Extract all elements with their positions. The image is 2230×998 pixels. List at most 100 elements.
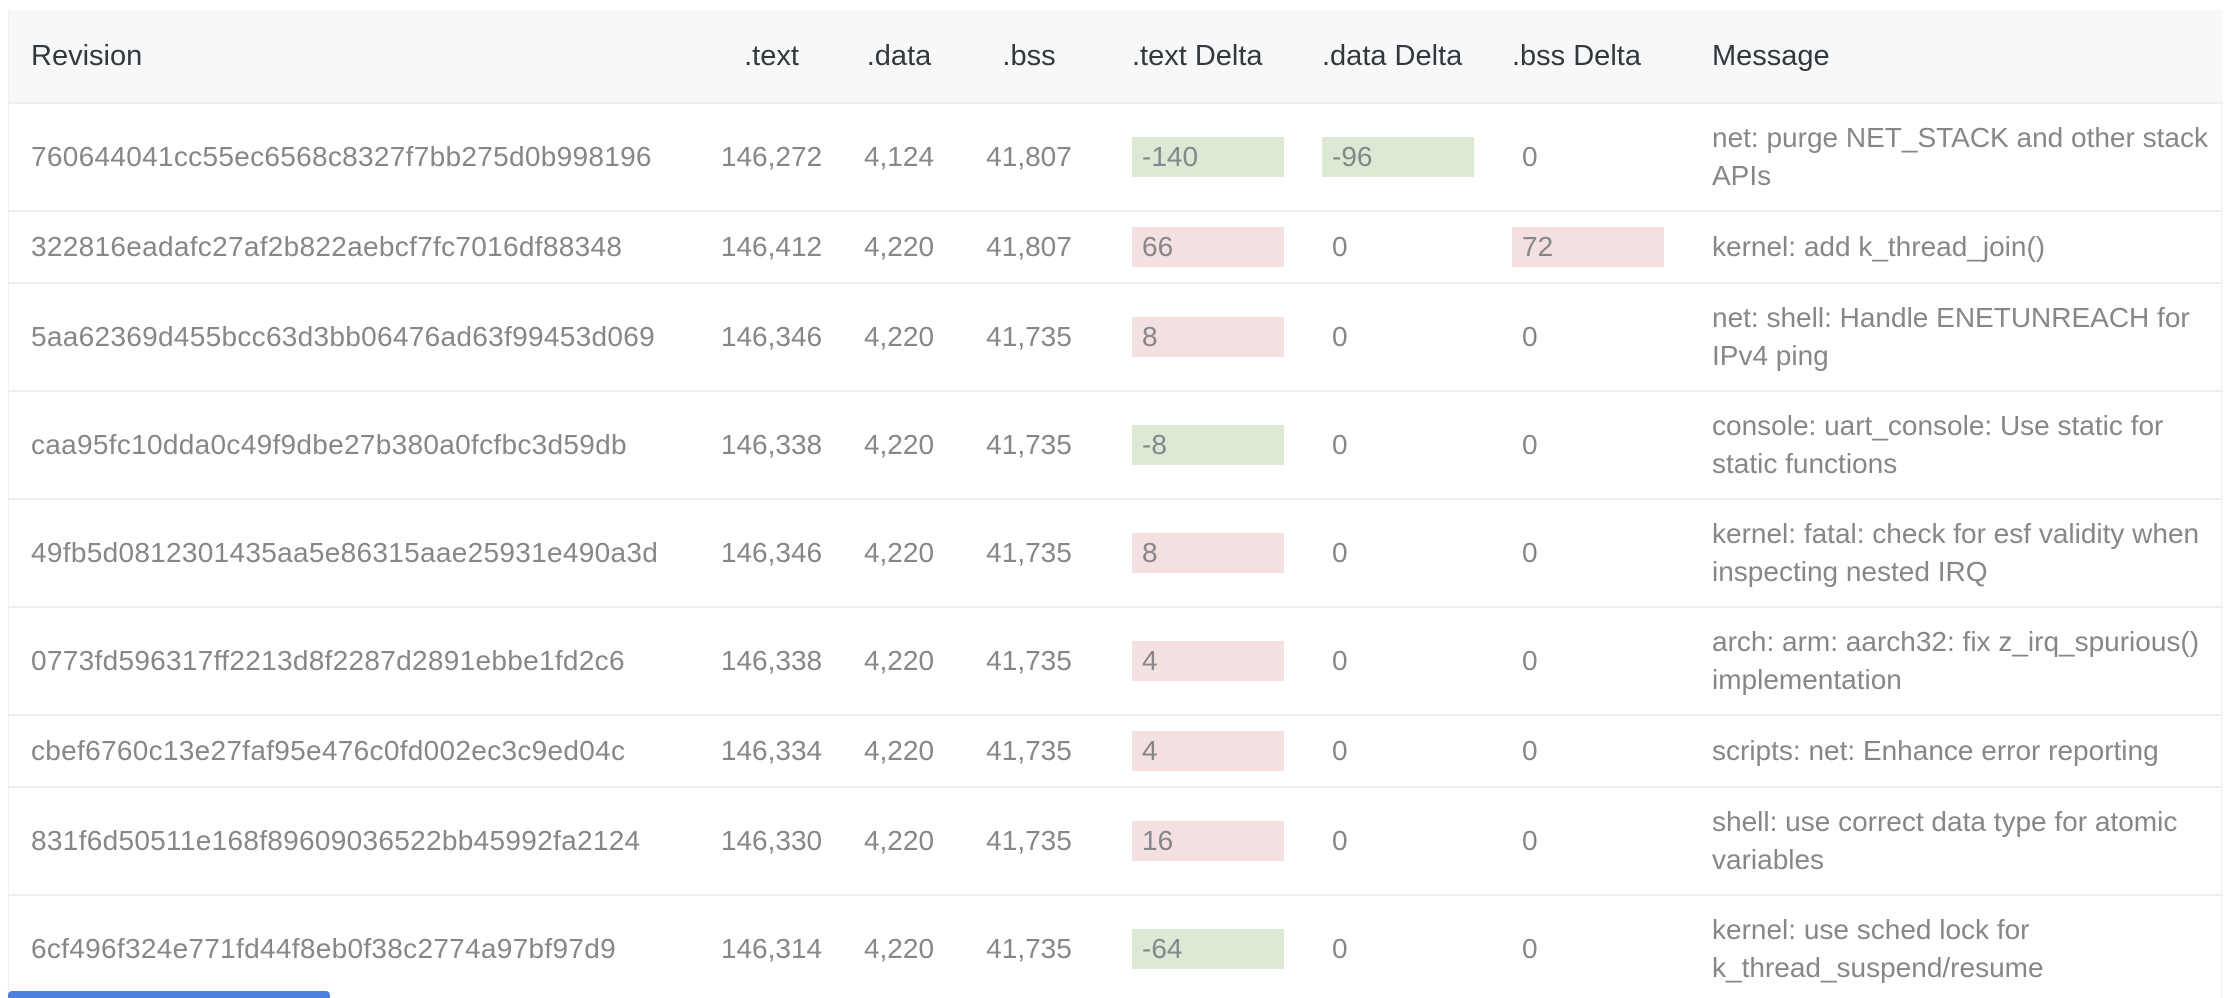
revision-cell: 0773fd596317ff2213d8f2287d2891ebbe1fd2c6 — [9, 606, 709, 715]
data-delta-cell: 0 — [1284, 606, 1474, 715]
delta-zero-value: 0 — [1332, 537, 1348, 568]
bss-delta-cell: 72 — [1474, 210, 1664, 283]
table-header-row: Revision .text .data .bss .text Delta .d… — [9, 10, 2223, 103]
revision-cell: 5aa62369d455bcc63d3bb06476ad63f99453d069 — [9, 282, 709, 391]
text-size-cell: 146,338 — [709, 390, 834, 499]
data-size-cell: 4,220 — [834, 210, 964, 283]
column-header-text-delta: .text Delta — [1094, 10, 1284, 103]
text-size-cell: 146,334 — [709, 714, 834, 787]
message-cell: net: shell: Handle ENETUNREACH for IPv4 … — [1664, 282, 2223, 391]
data-size-cell: 4,124 — [834, 102, 964, 211]
table-row: 322816eadafc27af2b822aebcf7fc7016df88348… — [9, 210, 2223, 283]
delta-zero-value: 0 — [1332, 825, 1348, 856]
delta-increase-badge: 66 — [1132, 227, 1284, 267]
text-delta-cell: -8 — [1094, 390, 1284, 499]
bss-size-cell: 41,735 — [964, 786, 1094, 895]
message-cell: scripts: net: Enhance error reporting — [1664, 714, 2223, 787]
data-size-cell: 4,220 — [834, 714, 964, 787]
bss-delta-cell: 0 — [1474, 714, 1664, 787]
delta-zero-value: 0 — [1522, 645, 1538, 676]
column-header-bss-delta: .bss Delta — [1474, 10, 1664, 103]
data-size-cell: 4,220 — [834, 498, 964, 607]
bss-size-cell: 41,735 — [964, 498, 1094, 607]
bss-delta-cell: 0 — [1474, 390, 1664, 499]
delta-increase-badge: 4 — [1132, 641, 1284, 681]
text-size-cell: 146,272 — [709, 102, 834, 211]
delta-zero-value: 0 — [1332, 231, 1348, 262]
column-header-bss: .bss — [964, 10, 1094, 103]
bss-size-cell: 41,807 — [964, 210, 1094, 283]
bss-delta-cell: 0 — [1474, 894, 1664, 998]
bss-delta-cell: 0 — [1474, 498, 1664, 607]
message-cell: kernel: fatal: check for esf validity wh… — [1664, 498, 2223, 607]
text-size-cell: 146,330 — [709, 786, 834, 895]
delta-increase-badge: 8 — [1132, 533, 1284, 573]
data-delta-cell: 0 — [1284, 498, 1474, 607]
bss-size-cell: 41,735 — [964, 606, 1094, 715]
bss-delta-cell: 0 — [1474, 786, 1664, 895]
data-delta-cell: 0 — [1284, 282, 1474, 391]
revision-cell: 49fb5d0812301435aa5e86315aae25931e490a3d — [9, 498, 709, 607]
data-delta-cell: -96 — [1284, 102, 1474, 211]
text-delta-cell: 16 — [1094, 786, 1284, 895]
column-header-revision: Revision — [9, 10, 709, 103]
column-header-text: .text — [709, 10, 834, 103]
table-row: 831f6d50511e168f89609036522bb45992fa2124… — [9, 786, 2223, 895]
data-delta-cell: 0 — [1284, 714, 1474, 787]
revision-cell: 322816eadafc27af2b822aebcf7fc7016df88348 — [9, 210, 709, 283]
message-cell: arch: arm: aarch32: fix z_irq_spurious()… — [1664, 606, 2223, 715]
text-delta-cell: 8 — [1094, 282, 1284, 391]
delta-increase-badge: 72 — [1512, 227, 1664, 267]
delta-zero-value: 0 — [1332, 645, 1348, 676]
delta-increase-badge: 16 — [1132, 821, 1284, 861]
revision-size-table-container: Revision .text .data .bss .text Delta .d… — [8, 10, 2223, 998]
delta-increase-badge: 4 — [1132, 731, 1284, 771]
text-size-cell: 146,314 — [709, 894, 834, 998]
revision-cell: 831f6d50511e168f89609036522bb45992fa2124 — [9, 786, 709, 895]
revision-cell: cbef6760c13e27faf95e476c0fd002ec3c9ed04c — [9, 714, 709, 787]
message-cell: net: purge NET_STACK and other stack API… — [1664, 102, 2223, 211]
table-row: 0773fd596317ff2213d8f2287d2891ebbe1fd2c6… — [9, 606, 2223, 715]
bss-size-cell: 41,735 — [964, 282, 1094, 391]
delta-zero-value: 0 — [1522, 429, 1538, 460]
text-delta-cell: 66 — [1094, 210, 1284, 283]
delta-decrease-badge: -140 — [1132, 137, 1284, 177]
delta-zero-value: 0 — [1522, 141, 1538, 172]
table-row: 49fb5d0812301435aa5e86315aae25931e490a3d… — [9, 498, 2223, 607]
data-size-cell: 4,220 — [834, 894, 964, 998]
table-header: Revision .text .data .bss .text Delta .d… — [9, 10, 2223, 103]
table-row: 6cf496f324e771fd44f8eb0f38c2774a97bf97d9… — [9, 894, 2223, 998]
data-size-cell: 4,220 — [834, 282, 964, 391]
revision-cell: caa95fc10dda0c49f9dbe27b380a0fcfbc3d59db — [9, 390, 709, 499]
bottom-blue-bar[interactable] — [8, 991, 330, 998]
message-cell: kernel: use sched lock for k_thread_susp… — [1664, 894, 2223, 998]
delta-zero-value: 0 — [1332, 735, 1348, 766]
delta-decrease-badge: -96 — [1322, 137, 1474, 177]
data-size-cell: 4,220 — [834, 390, 964, 499]
data-size-cell: 4,220 — [834, 786, 964, 895]
text-delta-cell: -140 — [1094, 102, 1284, 211]
table-row: 760644041cc55ec6568c8327f7bb275d0b998196… — [9, 102, 2223, 211]
delta-zero-value: 0 — [1522, 735, 1538, 766]
text-size-cell: 146,346 — [709, 282, 834, 391]
column-header-data-delta: .data Delta — [1284, 10, 1474, 103]
table-row: caa95fc10dda0c49f9dbe27b380a0fcfbc3d59db… — [9, 390, 2223, 499]
delta-zero-value: 0 — [1332, 429, 1348, 460]
column-header-data: .data — [834, 10, 964, 103]
bss-delta-cell: 0 — [1474, 282, 1664, 391]
delta-zero-value: 0 — [1522, 537, 1538, 568]
data-delta-cell: 0 — [1284, 786, 1474, 895]
bss-size-cell: 41,807 — [964, 102, 1094, 211]
delta-zero-value: 0 — [1332, 933, 1348, 964]
revision-cell: 760644041cc55ec6568c8327f7bb275d0b998196 — [9, 102, 709, 211]
text-size-cell: 146,412 — [709, 210, 834, 283]
data-size-cell: 4,220 — [834, 606, 964, 715]
bss-delta-cell: 0 — [1474, 102, 1664, 211]
data-delta-cell: 0 — [1284, 894, 1474, 998]
text-delta-cell: 4 — [1094, 714, 1284, 787]
message-cell: shell: use correct data type for atomic … — [1664, 786, 2223, 895]
delta-zero-value: 0 — [1522, 933, 1538, 964]
delta-zero-value: 0 — [1332, 321, 1348, 352]
text-delta-cell: -64 — [1094, 894, 1284, 998]
table-body: 760644041cc55ec6568c8327f7bb275d0b998196… — [9, 102, 2223, 998]
